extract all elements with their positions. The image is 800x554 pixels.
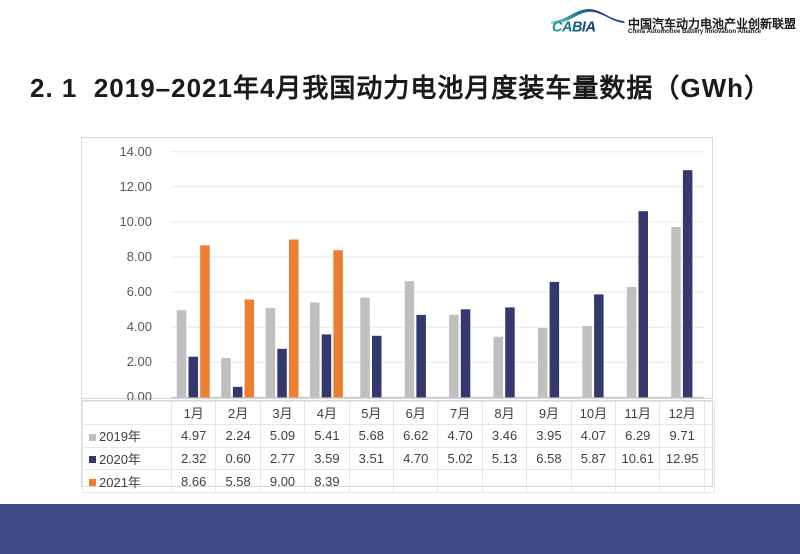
svg-text:4.00: 4.00 bbox=[127, 319, 152, 334]
svg-text:12.00: 12.00 bbox=[119, 179, 152, 194]
svg-text:0.00: 0.00 bbox=[127, 389, 152, 400]
svg-text:2.00: 2.00 bbox=[127, 354, 152, 369]
svg-text:8.00: 8.00 bbox=[127, 249, 152, 264]
svg-text:14.00: 14.00 bbox=[119, 144, 152, 159]
svg-text:6.00: 6.00 bbox=[127, 284, 152, 299]
svg-text:10.00: 10.00 bbox=[119, 214, 152, 229]
svg-text:CABIA: CABIA bbox=[552, 20, 595, 34]
